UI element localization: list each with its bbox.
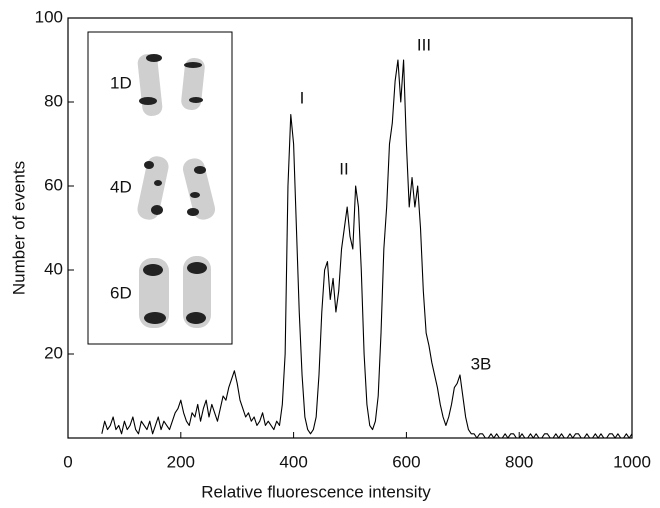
chromosomes xyxy=(137,54,216,328)
annotation: 3B xyxy=(471,354,492,373)
annotation: II xyxy=(339,159,348,178)
x-tick-label: 600 xyxy=(392,452,420,471)
annotation: I xyxy=(300,88,305,107)
x-tick-label: 1000 xyxy=(613,452,651,471)
inset-label: 6D xyxy=(110,283,132,302)
inset: 1D 4D 6D xyxy=(87,31,233,345)
x-tick-label: 400 xyxy=(279,452,307,471)
chromosome-bands xyxy=(139,54,207,324)
y-tick-label: 20 xyxy=(44,343,63,362)
x-tick-label: 0 xyxy=(63,452,72,471)
inset-label: 4D xyxy=(110,177,132,196)
x-axis-label: Relative fluorescence intensity xyxy=(201,482,431,501)
x-tick-label: 200 xyxy=(167,452,195,471)
y-tick-label: 80 xyxy=(44,91,63,110)
y-axis-label: Number of events xyxy=(9,161,28,295)
inset-label: 1D xyxy=(110,73,132,92)
plot-frame xyxy=(67,17,633,439)
y-tick-label: 60 xyxy=(44,175,63,194)
x-tick-label: 800 xyxy=(505,452,533,471)
y-tick-label: 40 xyxy=(44,259,63,278)
histogram-line xyxy=(101,59,633,439)
annotation: III xyxy=(417,35,431,54)
y-tick-label: 100 xyxy=(35,7,63,26)
